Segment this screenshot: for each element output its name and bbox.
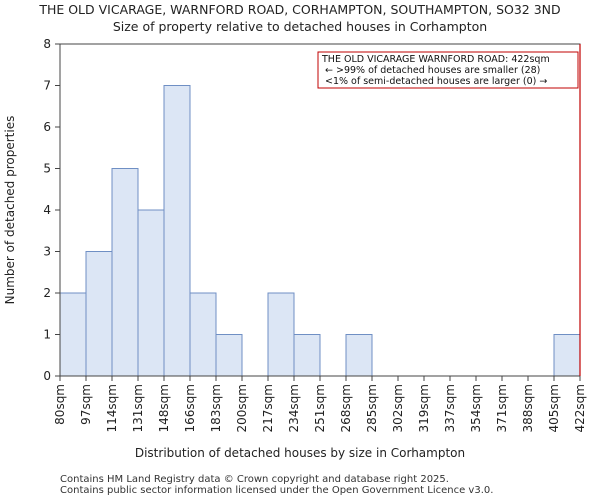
y-tick-label: 4 <box>43 203 51 217</box>
y-tick-label: 5 <box>43 162 51 176</box>
bar <box>163 85 191 377</box>
bar <box>137 209 165 377</box>
annotation-line: <1% of semi-detached houses are larger (… <box>325 76 547 87</box>
bar <box>293 334 321 377</box>
x-tick-label: 268sqm <box>339 384 353 432</box>
bars <box>59 85 581 377</box>
x-tick-label: 285sqm <box>365 384 379 432</box>
y-tick-label: 3 <box>43 245 51 259</box>
y-tick-label: 1 <box>43 328 51 342</box>
x-tick-label: 388sqm <box>521 384 535 432</box>
x-tick-label: 405sqm <box>547 384 561 432</box>
x-tick-label: 354sqm <box>469 384 483 432</box>
x-tick-label: 80sqm <box>53 384 67 425</box>
y-tick-label: 2 <box>43 286 51 300</box>
x-tick-label: 319sqm <box>417 384 431 432</box>
footer-copyright: Contains HM Land Registry data © Crown c… <box>60 474 449 485</box>
bar <box>267 292 295 377</box>
footer-licence: Contains public sector information licen… <box>60 485 494 496</box>
x-tick-label: 114sqm <box>105 384 119 432</box>
bar <box>215 334 243 377</box>
x-tick-label: 148sqm <box>157 384 171 432</box>
bar <box>553 334 581 377</box>
y-tick-label: 6 <box>43 120 51 134</box>
y-axis-ticks: 0 1 2 3 4 5 6 7 8 <box>43 37 60 383</box>
x-tick-label: 200sqm <box>235 384 249 432</box>
x-tick-label: 371sqm <box>495 384 509 432</box>
annotation-line: THE OLD VICARAGE WARNFORD ROAD: 422sqm <box>321 54 550 65</box>
bar <box>85 251 113 377</box>
x-axis-label: Distribution of detached houses by size … <box>135 446 465 460</box>
x-tick-label: 183sqm <box>209 384 223 432</box>
bar <box>189 292 217 377</box>
x-tick-label: 217sqm <box>261 384 275 432</box>
x-tick-label: 166sqm <box>183 384 197 432</box>
y-axis-label: Number of detached properties <box>3 116 17 305</box>
x-tick-label: 97sqm <box>79 384 93 425</box>
x-tick-label: 251sqm <box>313 384 327 432</box>
bar <box>59 292 87 377</box>
x-tick-label: 337sqm <box>443 384 457 432</box>
bar <box>345 334 373 377</box>
annotation-line: ← >99% of detached houses are smaller (2… <box>325 65 540 76</box>
x-tick-label: 131sqm <box>131 384 145 432</box>
y-tick-label: 0 <box>43 369 51 383</box>
y-tick-label: 8 <box>43 37 51 51</box>
x-tick-label: 302sqm <box>391 384 405 432</box>
bar <box>111 168 139 377</box>
y-tick-label: 7 <box>43 79 51 93</box>
x-axis-ticks: 80sqm 97sqm 114sqm 131sqm 148sqm 166sqm 183sqm… <box>53 376 587 432</box>
annotation-frame <box>317 51 579 89</box>
x-tick-label: 422sqm <box>573 384 587 432</box>
chart-title: THE OLD VICARAGE, WARNFORD ROAD, CORHAMP… <box>39 2 561 17</box>
chart-subtitle: Size of property relative to detached ho… <box>112 19 488 34</box>
x-tick-label: 234sqm <box>287 384 301 432</box>
annotation-box: THE OLD VICARAGE WARNFORD ROAD: 422sqm← … <box>317 51 579 89</box>
